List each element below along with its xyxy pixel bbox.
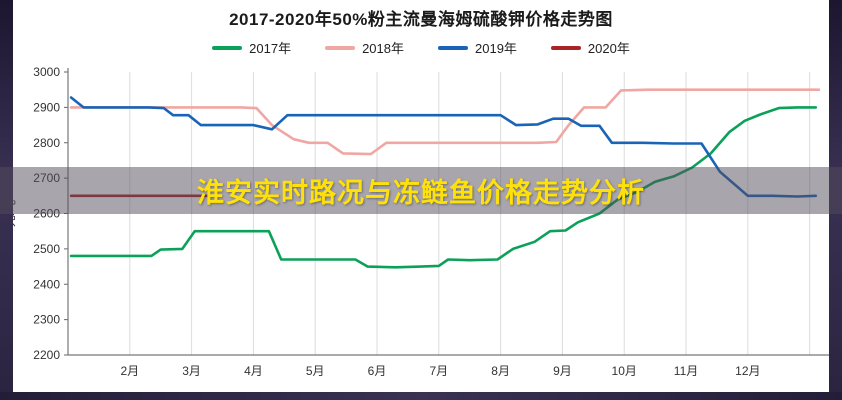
legend-label: 2019年 [475,41,517,56]
legend-line-swatch [212,45,243,50]
x-tick-label: 9月 [553,364,572,378]
x-tick-label: 12月 [735,364,760,378]
legend-line-swatch [550,45,581,50]
y-tick-label: 2300 [33,313,60,327]
x-tick-label: 4月 [244,364,263,378]
chart-legend: 2017年 2018年 2019年 2020年 [0,38,842,57]
legend-item-2017年: 2017年 [212,38,291,57]
x-tick-label: 3月 [182,364,201,378]
y-tick-label: 2500 [33,242,60,256]
series-line-2019年 [69,96,818,198]
legend-line-swatch [325,45,356,50]
legend-item-2019年: 2019年 [438,38,517,57]
x-tick-label: 2月 [120,364,139,378]
legend-item-2020年: 2020年 [550,38,630,57]
legend-label: 2018年 [362,41,404,56]
price-line-chart: 2200230024002500260027002800290030002月3月… [3,65,830,378]
chart-title: 2017-2020年50%粉主流曼海姆硫酸钾价格走势图 [229,10,613,29]
y-tick-label: 3000 [33,65,60,79]
x-tick-label: 11月 [674,364,698,378]
legend-label: 2017年 [249,41,292,56]
x-tick-label: 6月 [368,364,387,378]
x-tick-label: 10月 [612,364,637,378]
y-tick-label: 2900 [33,100,60,114]
x-tick-label: 8月 [491,364,510,378]
banner-title: 淮安实时路况与冻鲢鱼价格走势分析 [197,178,645,208]
legend-label: 2020年 [587,41,630,56]
series-line-2017年 [69,106,818,269]
bottom-page-border [0,392,842,400]
y-tick-label: 2400 [33,277,60,291]
x-tick-label: 7月 [429,364,448,378]
legend-item-2018年: 2018年 [325,38,404,57]
y-tick-label: 2800 [33,136,60,150]
y-tick-label: 2200 [33,348,60,362]
x-tick-label: 5月 [306,364,325,378]
overlay-banner: 淮安实时路况与冻鲢鱼价格走势分析 [0,167,842,214]
series-line-2018年 [69,88,821,156]
legend-line-swatch [438,45,468,50]
